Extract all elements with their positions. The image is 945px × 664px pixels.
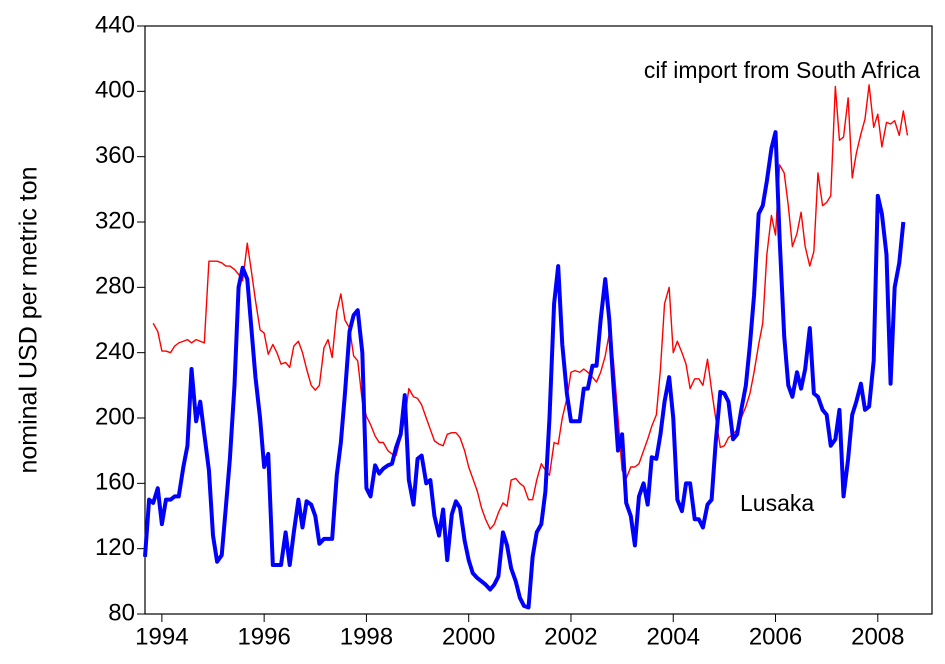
y-tick-label: 120: [95, 534, 135, 561]
x-tick-label: 2000: [442, 623, 495, 650]
y-tick-label: 280: [95, 273, 135, 300]
y-tick-label: 240: [95, 338, 135, 365]
y-tick-label: 80: [108, 599, 135, 626]
y-tick-label: 160: [95, 469, 135, 496]
series-annotation: cif import from South Africa: [644, 57, 920, 83]
y-axis-label: nominal USD per metric ton: [15, 166, 43, 473]
x-tick-label: 2008: [851, 623, 904, 650]
x-tick-label: 2002: [544, 623, 597, 650]
series-line: [152, 84, 909, 530]
x-tick-label: 1996: [237, 623, 290, 650]
x-tick-label: 1994: [135, 623, 188, 650]
x-tick-label: 2006: [749, 623, 802, 650]
y-tick-label: 360: [95, 142, 135, 169]
y-tick-label: 200: [95, 403, 135, 430]
y-tick-label: 440: [95, 11, 135, 38]
y-tick-label: 320: [95, 207, 135, 234]
plot-frame: [144, 25, 933, 615]
series-line: [143, 130, 906, 610]
series-annotation: Lusaka: [740, 490, 814, 516]
y-tick-label: 400: [95, 77, 135, 104]
x-tick-label: 1998: [340, 623, 393, 650]
x-tick-label: 2004: [647, 623, 700, 650]
